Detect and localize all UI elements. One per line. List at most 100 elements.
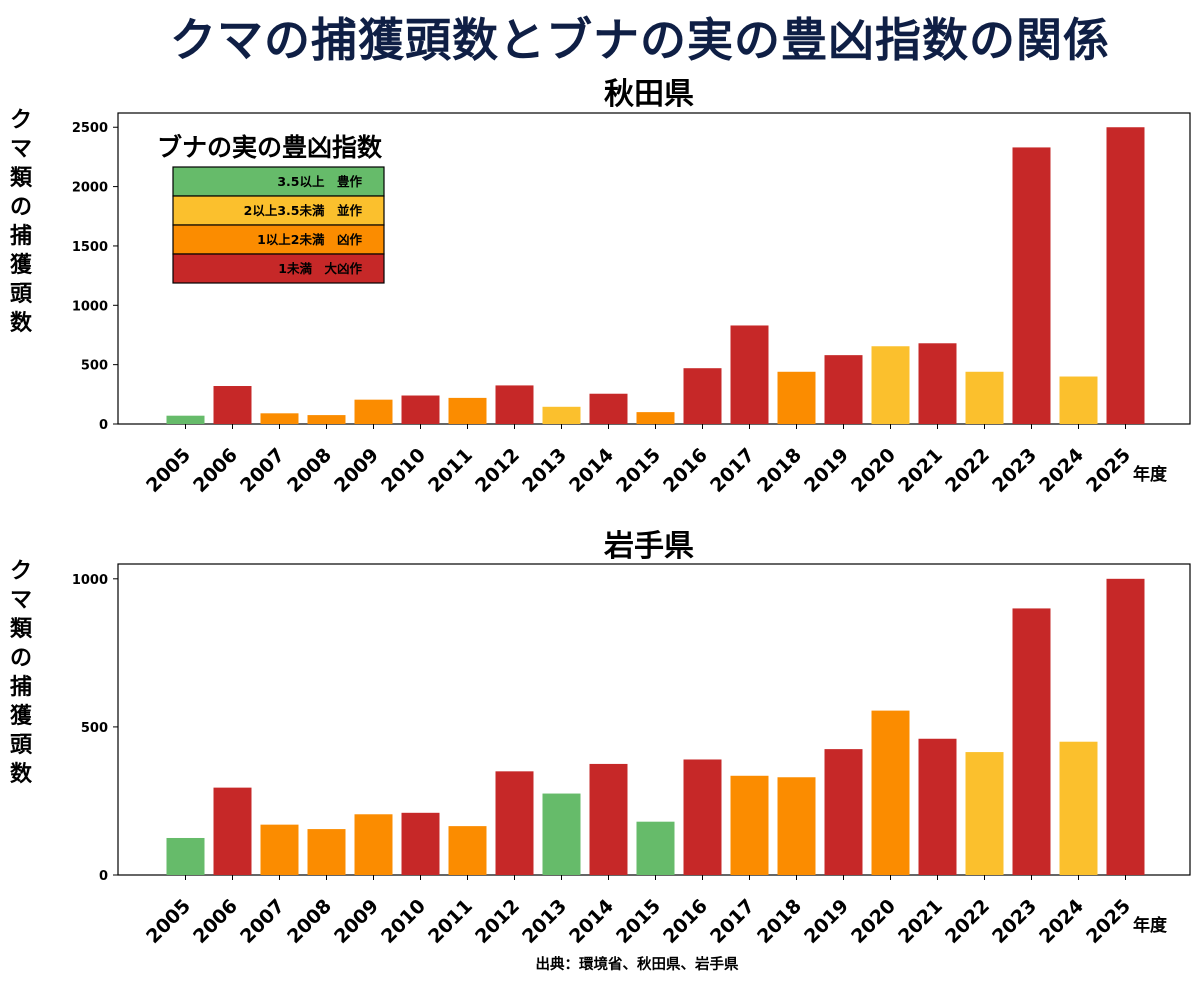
bar-2008	[307, 415, 346, 424]
x-tick-label: 2008	[283, 444, 336, 497]
bar-2017	[730, 775, 769, 875]
x-tick-label: 2023	[988, 444, 1041, 497]
main-title: クマの捕獲頭数とブナの実の豊凶指数の関係	[170, 13, 1110, 67]
x-tick-label: 2014	[565, 444, 618, 497]
x-tick-label: 2012	[471, 895, 524, 948]
source-note: 出典：環境省、秋田県、岩手県	[536, 955, 739, 973]
x-tick-label: 2006	[189, 895, 242, 948]
x-tick-label: 2013	[518, 895, 571, 948]
bar-2016	[683, 759, 722, 875]
x-tick-label: 2017	[706, 895, 759, 948]
bar-2024	[1059, 741, 1098, 875]
y-tick-label: 0	[99, 418, 108, 433]
x-tick-label: 2019	[800, 895, 853, 948]
y-tick-label: 1500	[72, 240, 108, 255]
bar-2018	[777, 371, 816, 424]
x-tick-label: 2022	[941, 895, 994, 948]
bar-2012	[495, 385, 534, 424]
legend-item-label: 1以上2未満 凶作	[257, 232, 362, 247]
bar-2007	[260, 413, 299, 424]
x-tick-label: 2015	[612, 895, 665, 948]
x-tick-label: 2017	[706, 444, 759, 497]
bar-2018	[777, 777, 816, 875]
bar-2007	[260, 824, 299, 875]
bar-2023	[1012, 147, 1051, 425]
bar-2021	[918, 343, 957, 424]
x-tick-label: 2018	[753, 895, 806, 948]
legend-swatch	[172, 195, 385, 226]
x-tick-label: 2016	[659, 444, 712, 497]
x-tick-label: 2023	[988, 895, 1041, 948]
bar-2015	[636, 821, 675, 875]
legend-item-label: 3.5以上 豊作	[277, 174, 362, 189]
x-tick-label: 2022	[941, 444, 994, 497]
bar-2012	[495, 771, 534, 875]
x-tick-label: 2007	[236, 895, 289, 948]
x-tick-label: 2015	[612, 444, 665, 497]
bar-2022	[965, 371, 1004, 424]
bar-2014	[589, 763, 628, 875]
x-tick-label: 2007	[236, 444, 289, 497]
y-axis-label: クマ類の捕獲頭数	[10, 108, 33, 336]
bar-2017	[730, 325, 769, 424]
y-tick-label: 1000	[72, 299, 108, 314]
x-tick-label: 2025	[1082, 444, 1135, 497]
bar-2024	[1059, 376, 1098, 424]
x-tick-label: 2020	[847, 444, 900, 497]
legend-swatch	[172, 166, 385, 197]
legend-swatch	[172, 253, 385, 284]
x-tick-label: 2024	[1035, 895, 1088, 948]
x-tick-label: 2008	[283, 895, 336, 948]
y-tick-label: 2500	[72, 121, 108, 136]
bar-2006	[213, 386, 252, 424]
bar-2013	[542, 406, 581, 424]
bar-2021	[918, 738, 957, 875]
x-tick-label: 2018	[753, 444, 806, 497]
legend-title: ブナの実の豊凶指数	[157, 133, 383, 162]
bar-2010	[401, 395, 440, 424]
x-tick-label: 2012	[471, 444, 524, 497]
x-tick-label: 2011	[424, 444, 477, 497]
bar-2022	[965, 752, 1004, 875]
bar-2010	[401, 812, 440, 875]
x-tick-label: 2025	[1082, 895, 1135, 948]
x-axis-label: 年度	[1133, 464, 1168, 485]
bar-2023	[1012, 608, 1051, 875]
bar-2014	[589, 393, 628, 424]
x-tick-label: 2024	[1035, 444, 1088, 497]
bar-2009	[354, 814, 393, 875]
panel-title: 秋田県	[604, 77, 694, 112]
x-tick-label: 2005	[142, 444, 195, 497]
y-axis-label: クマ類の捕獲頭数	[10, 559, 33, 787]
legend-item-label: 1未満 大凶作	[278, 261, 362, 276]
x-tick-label: 2021	[894, 444, 947, 497]
bar-2009	[354, 399, 393, 424]
legend-item-label: 2以上3.5未満 並作	[244, 203, 363, 218]
x-tick-label: 2013	[518, 444, 571, 497]
legend-swatch	[172, 224, 385, 255]
x-tick-label: 2010	[377, 444, 430, 497]
bar-2015	[636, 412, 675, 424]
bar-2019	[824, 749, 863, 875]
x-tick-label: 2009	[330, 895, 383, 948]
bar-2019	[824, 355, 863, 424]
bar-2025	[1106, 578, 1145, 875]
bar-2020	[871, 710, 910, 875]
bar-2005	[166, 837, 205, 875]
bar-2011	[448, 826, 487, 875]
bar-2011	[448, 397, 487, 424]
x-tick-label: 2009	[330, 444, 383, 497]
x-tick-label: 2020	[847, 895, 900, 948]
y-tick-label: 500	[81, 721, 108, 736]
y-tick-label: 0	[99, 869, 108, 884]
y-tick-label: 2000	[72, 181, 108, 196]
x-tick-label: 2011	[424, 895, 477, 948]
y-tick-label: 500	[81, 359, 108, 374]
x-axis-label: 年度	[1133, 915, 1168, 936]
x-tick-label: 2014	[565, 895, 618, 948]
bar-2013	[542, 793, 581, 875]
x-tick-label: 2006	[189, 444, 242, 497]
x-tick-label: 2005	[142, 895, 195, 948]
bar-2006	[213, 787, 252, 875]
